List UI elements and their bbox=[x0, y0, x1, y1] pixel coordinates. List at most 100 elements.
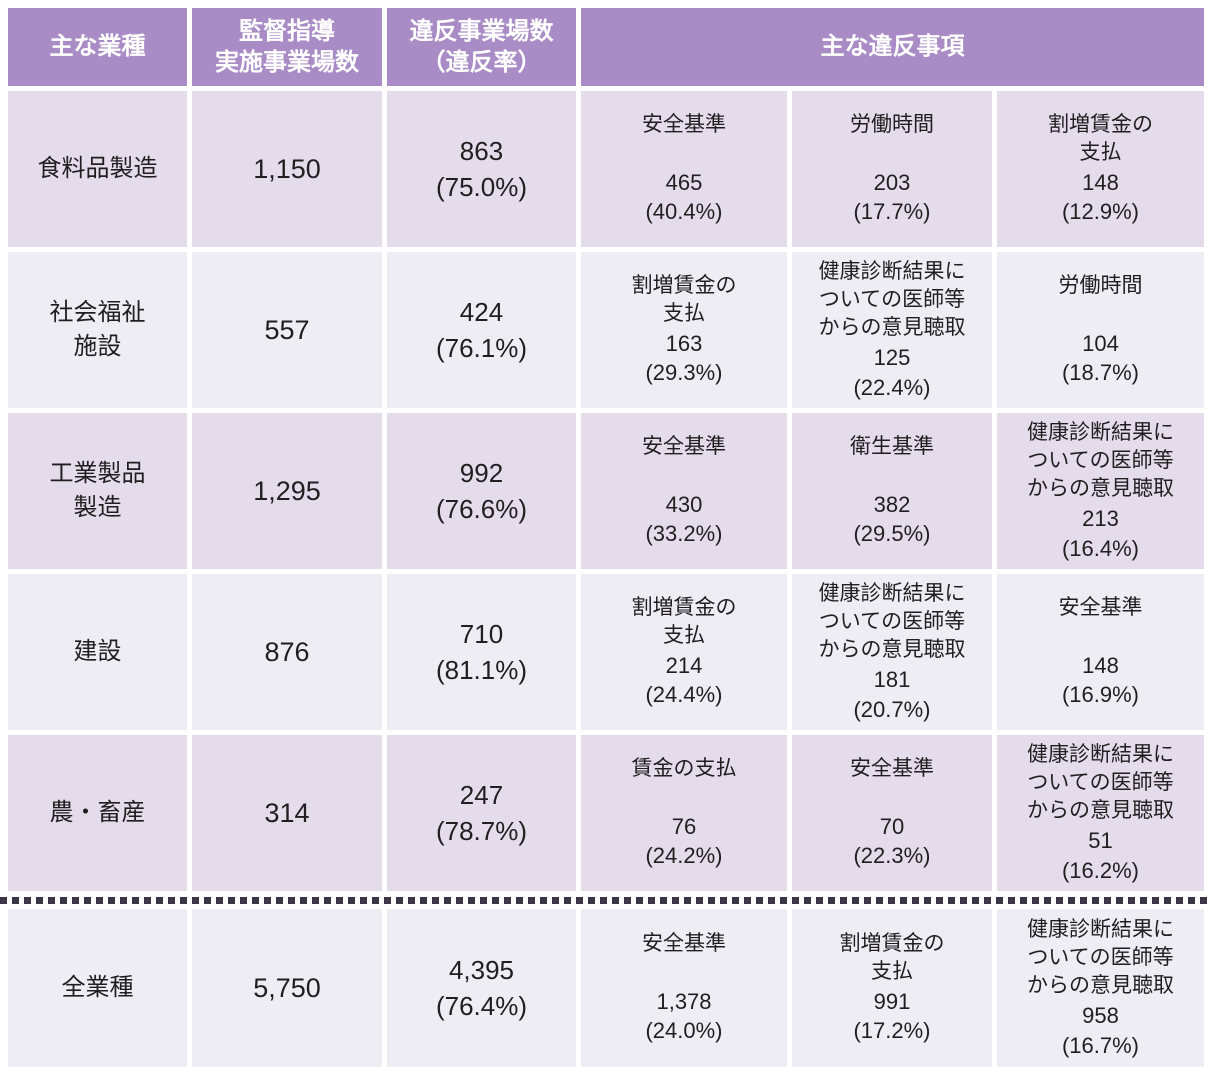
industry-cell: 食料品製造 bbox=[8, 91, 187, 247]
violation-item-cell: 割増賃金の 支払 163 (29.3%) bbox=[581, 252, 787, 408]
violation-item-cell: 賃金の支払 76 (24.2%) bbox=[581, 735, 787, 891]
violation-item-name: 健康診断結果に ついての医師等 からの意見聴取 bbox=[1027, 742, 1174, 823]
violation-item-rate: (17.2%) bbox=[853, 1018, 931, 1044]
violation-item-name: 安全基準 bbox=[1058, 595, 1143, 619]
inspected-count-cell: 314 bbox=[192, 735, 382, 891]
violation-count-value: 424 bbox=[459, 296, 504, 327]
violation-item-cell: 健康診断結果に ついての医師等 からの意見聴取 51 (16.2%) bbox=[997, 735, 1204, 891]
violation-item-rate: (22.3%) bbox=[853, 843, 931, 869]
violation-item-cell: 労働時間 203 (17.7%) bbox=[792, 91, 992, 247]
violation-item-count: 163 bbox=[665, 330, 703, 356]
violation-item-cell: 健康診断結果に ついての医師等 からの意見聴取 125 (22.4%) bbox=[792, 252, 992, 408]
violation-item-count: 991 bbox=[873, 988, 911, 1014]
industry-cell: 建設 bbox=[8, 574, 187, 730]
violation-item-cell: 健康診断結果に ついての医師等 からの意見聴取 213 (16.4%) bbox=[997, 413, 1204, 569]
violation-item-name: 割増賃金の 支払 bbox=[839, 931, 945, 984]
violation-count-cell: 247 (78.7%) bbox=[387, 735, 576, 891]
header-industry: 主な業種 bbox=[8, 8, 187, 86]
industry-cell: 工業製品 製造 bbox=[8, 413, 187, 569]
violation-item-rate: (20.7%) bbox=[853, 696, 931, 722]
violation-item-cell: 健康診断結果に ついての医師等 からの意見聴取 181 (20.7%) bbox=[792, 574, 992, 730]
inspected-count-cell: 5,750 bbox=[192, 909, 382, 1067]
violation-item-count: 125 bbox=[873, 344, 911, 370]
header-inspected-count: 監督指導 実施事業場数 bbox=[192, 8, 382, 86]
violation-item-rate: (22.4%) bbox=[853, 374, 931, 400]
violation-rate-value: (78.7%) bbox=[435, 816, 528, 846]
violation-item-cell: 安全基準 1,378 (24.0%) bbox=[581, 909, 787, 1067]
violation-count-cell: 992 (76.6%) bbox=[387, 413, 576, 569]
violation-item-count: 214 bbox=[665, 652, 703, 678]
inspected-count-cell: 1,150 bbox=[192, 91, 382, 247]
violation-item-name: 割増賃金の 支払 bbox=[1048, 112, 1153, 165]
violation-count-value: 710 bbox=[459, 618, 504, 649]
violation-item-rate: (24.2%) bbox=[645, 843, 723, 869]
header-violation-count: 違反事業場数 （違反率） bbox=[387, 8, 576, 86]
violation-count-cell: 424 (76.1%) bbox=[387, 252, 576, 408]
violation-item-rate: (18.7%) bbox=[1061, 360, 1140, 386]
violation-rate-value: (76.4%) bbox=[435, 991, 528, 1021]
violation-item-rate: (24.0%) bbox=[645, 1018, 723, 1044]
violation-rate-value: (76.6%) bbox=[435, 494, 528, 524]
inspected-count-cell: 1,295 bbox=[192, 413, 382, 569]
violation-item-rate: (40.4%) bbox=[645, 199, 723, 225]
violation-item-name: 賃金の支払 bbox=[631, 756, 737, 780]
violation-item-count: 51 bbox=[1088, 827, 1113, 853]
violation-item-cell: 割増賃金の 支払 991 (17.2%) bbox=[792, 909, 992, 1067]
violation-item-cell: 労働時間 104 (18.7%) bbox=[997, 252, 1204, 408]
violation-item-count: 70 bbox=[879, 813, 905, 839]
violation-item-name: 健康診断結果に ついての医師等 からの意見聴取 bbox=[818, 259, 966, 340]
violation-item-rate: (33.2%) bbox=[645, 521, 723, 547]
header-main-violations: 主な違反事項 bbox=[581, 8, 1204, 86]
violation-item-count: 181 bbox=[873, 666, 911, 692]
violation-item-rate: (12.9%) bbox=[1061, 199, 1140, 225]
violation-rate-value: (81.1%) bbox=[435, 655, 528, 685]
violation-item-name: 割増賃金の 支払 bbox=[631, 595, 737, 648]
violation-count-cell: 863 (75.0%) bbox=[387, 91, 576, 247]
inspected-count-cell: 876 bbox=[192, 574, 382, 730]
violation-item-count: 430 bbox=[665, 491, 703, 517]
violation-count-value: 992 bbox=[459, 457, 504, 488]
inspected-count-cell: 557 bbox=[192, 252, 382, 408]
violation-count-cell: 4,395 (76.4%) bbox=[387, 909, 576, 1067]
violation-item-count: 203 bbox=[873, 169, 911, 195]
violation-item-count: 1,378 bbox=[656, 988, 712, 1014]
violation-item-rate: (16.7%) bbox=[1061, 1032, 1140, 1058]
violation-item-name: 衛生基準 bbox=[850, 434, 934, 458]
violation-item-cell: 割増賃金の 支払 214 (24.4%) bbox=[581, 574, 787, 730]
violation-item-name: 安全基準 bbox=[642, 434, 726, 458]
violation-item-rate: (29.3%) bbox=[645, 360, 723, 386]
violation-item-rate: (16.2%) bbox=[1061, 857, 1140, 883]
violation-item-cell: 安全基準 430 (33.2%) bbox=[581, 413, 787, 569]
violation-item-name: 労働時間 bbox=[850, 112, 934, 136]
violation-item-rate: (17.7%) bbox=[853, 199, 931, 225]
industry-cell: 全業種 bbox=[8, 909, 187, 1067]
violation-item-cell: 割増賃金の 支払 148 (12.9%) bbox=[997, 91, 1204, 247]
violation-item-cell: 安全基準 148 (16.9%) bbox=[997, 574, 1204, 730]
violation-item-cell: 衛生基準 382 (29.5%) bbox=[792, 413, 992, 569]
violation-item-count: 382 bbox=[873, 491, 911, 517]
violation-item-name: 安全基準 bbox=[850, 756, 934, 780]
violation-item-name: 労働時間 bbox=[1058, 273, 1143, 297]
violation-item-count: 76 bbox=[671, 813, 697, 839]
violation-item-count: 958 bbox=[1082, 1002, 1119, 1028]
violation-item-cell: 健康診断結果に ついての医師等 からの意見聴取 958 (16.7%) bbox=[997, 909, 1204, 1067]
violation-item-name: 健康診断結果に ついての医師等 からの意見聴取 bbox=[1027, 420, 1174, 501]
violation-item-count: 148 bbox=[1082, 169, 1119, 195]
industry-cell: 農・畜産 bbox=[8, 735, 187, 891]
violation-item-name: 健康診断結果に ついての医師等 からの意見聴取 bbox=[1027, 917, 1174, 998]
violation-item-rate: (24.4%) bbox=[645, 682, 723, 708]
violation-count-value: 863 bbox=[459, 135, 504, 166]
violation-item-name: 割増賃金の 支払 bbox=[631, 273, 737, 326]
total-row-dotted-separator bbox=[0, 896, 1212, 904]
violation-item-name: 安全基準 bbox=[642, 931, 726, 955]
violation-count-value: 247 bbox=[459, 779, 504, 810]
violation-item-name: 安全基準 bbox=[642, 112, 726, 136]
industry-cell: 社会福祉 施設 bbox=[8, 252, 187, 408]
violation-item-cell: 安全基準 70 (22.3%) bbox=[792, 735, 992, 891]
violation-item-name: 健康診断結果に ついての医師等 からの意見聴取 bbox=[818, 581, 966, 662]
violation-item-rate: (16.9%) bbox=[1061, 682, 1140, 708]
violation-item-count: 213 bbox=[1082, 505, 1119, 531]
violation-rate-value: (76.1%) bbox=[435, 333, 528, 363]
violation-item-count: 148 bbox=[1082, 652, 1119, 678]
